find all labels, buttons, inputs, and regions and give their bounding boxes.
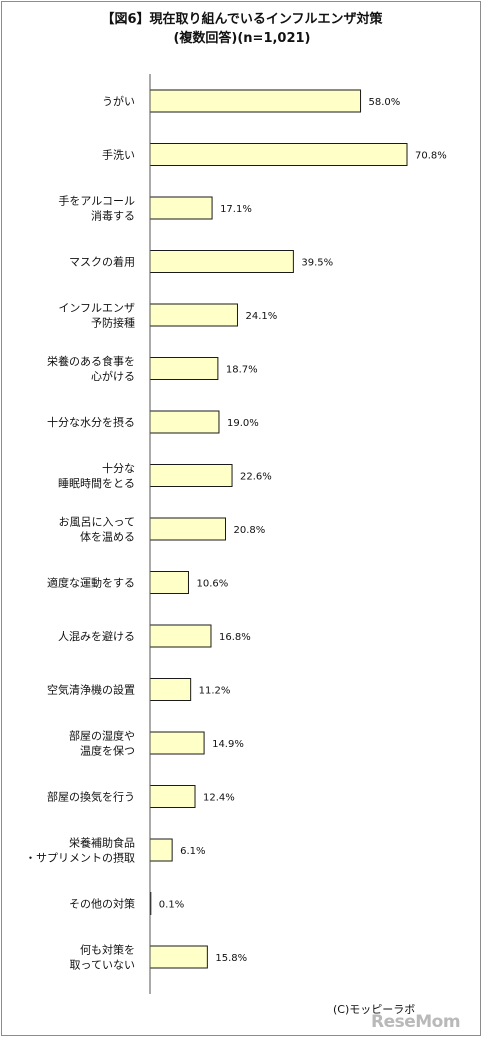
category-labels-group: うがい手洗い手をアルコール消毒するマスクの着用インフルエンザ予防接種栄養のある食…	[25, 94, 135, 972]
value-label: 24.1%	[245, 311, 277, 322]
category-label: その他の対策	[69, 897, 135, 911]
category-label: 栄養のある食事を	[47, 354, 135, 368]
bar	[149, 196, 213, 220]
bar	[149, 143, 408, 166]
category-label: 十分な	[102, 461, 135, 475]
resemom-logo: ReseMom	[371, 1012, 461, 1032]
category-label: 人混みを避ける	[58, 629, 135, 643]
value-label: 20.8%	[234, 525, 266, 536]
bar	[149, 250, 294, 273]
value-label: 39.5%	[301, 258, 333, 269]
category-label: インフルエンザ	[58, 302, 135, 315]
chart-title: 【図6】現在取り組んでいるインフルエンザ対策	[101, 12, 383, 27]
category-label: 手をアルコール	[58, 194, 135, 208]
category-label: 心がける	[91, 369, 135, 383]
bar	[149, 678, 192, 701]
category-label: 部屋の換気を行う	[47, 790, 135, 804]
bar	[149, 303, 238, 327]
value-label: 14.9%	[212, 739, 244, 750]
bar	[149, 945, 208, 969]
bar	[149, 624, 212, 648]
bar	[149, 410, 220, 434]
category-label: 手洗い	[102, 148, 135, 162]
category-label: 温度を保つ	[80, 744, 135, 758]
category-label: 何も対策を	[80, 943, 135, 957]
bar	[149, 517, 227, 541]
category-label: 睡眠時間をとる	[58, 477, 135, 490]
value-label: 58.0%	[369, 97, 401, 108]
category-label: 予防接種	[91, 316, 135, 330]
value-labels-group: 58.0% 70.8% 17.1% 39.5% 24.1% 18.7% 19.0% 22.6%…	[159, 97, 447, 964]
category-label: 体を温める	[80, 530, 135, 544]
bars-group	[149, 89, 408, 969]
value-label: 22.6%	[240, 472, 272, 483]
value-label: 0.1%	[159, 900, 184, 911]
bar	[149, 89, 362, 113]
category-label: マスクの着用	[69, 255, 135, 269]
category-label: 適度な運動をする	[47, 576, 135, 590]
bar	[149, 838, 173, 862]
value-label: 70.8%	[415, 151, 447, 162]
value-label: 11.2%	[199, 686, 231, 697]
value-label: 19.0%	[227, 418, 259, 429]
bar	[149, 357, 219, 380]
category-label: 栄養補助食品	[69, 836, 135, 850]
category-label: 消毒する	[91, 209, 135, 223]
chart-subtitle: (複数回答)(n=1,021)	[173, 31, 311, 46]
chart-title-block: 【図6】現在取り組んでいるインフルエンザ対策 (複数回答)(n=1,021)	[0, 10, 484, 48]
bar	[149, 571, 189, 594]
bar	[149, 731, 205, 755]
value-label: 12.4%	[203, 793, 235, 804]
category-label: うがい	[102, 94, 135, 108]
category-label: 部屋の湿度や	[69, 729, 135, 743]
value-label: 15.8%	[215, 953, 247, 964]
value-label: 16.8%	[219, 632, 251, 643]
value-label: 10.6%	[196, 579, 228, 590]
credit-text: (C)モッピーラボ	[333, 1003, 416, 1016]
value-label: 17.1%	[220, 204, 252, 215]
bar	[149, 464, 233, 487]
value-label: 6.1%	[180, 846, 205, 857]
category-label: 十分な水分を摂る	[47, 415, 135, 429]
category-label: 空気清浄機の設置	[47, 683, 135, 697]
bar	[149, 785, 196, 808]
category-label: ・サプリメントの摂取	[25, 851, 135, 865]
value-label: 18.7%	[226, 365, 258, 376]
category-label: 取っていない	[70, 959, 135, 972]
category-label: お風呂に入って	[59, 516, 135, 529]
